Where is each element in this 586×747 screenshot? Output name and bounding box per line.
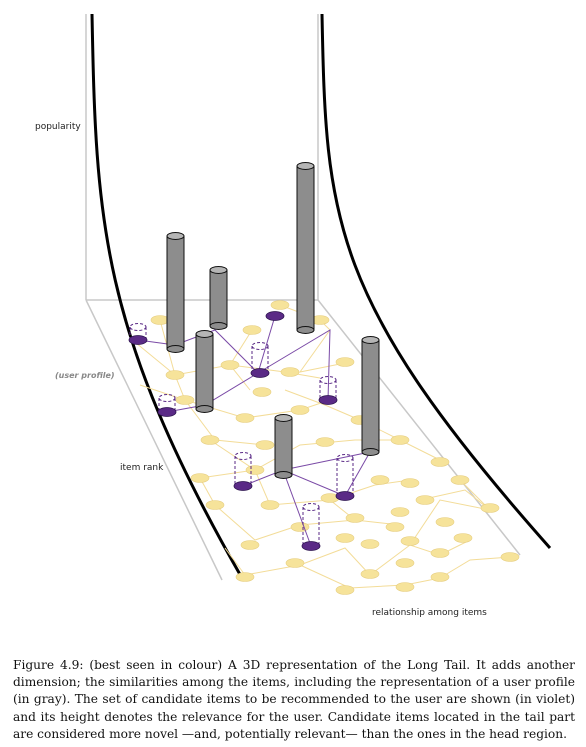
popularity-label: popularity	[35, 122, 81, 132]
profile-bar	[361, 336, 380, 456]
candidate-edges	[137, 315, 371, 547]
plane-outline	[85, 14, 521, 581]
profile-bar	[166, 232, 185, 353]
left-tail-curve	[90, 13, 244, 579]
profile-bar	[296, 162, 315, 334]
long-tail-3d-figure: popularity (user profile) item rank rela…	[35, 13, 552, 618]
candidate-items	[128, 311, 355, 551]
right-tail-curve	[320, 13, 552, 549]
tail-items	[150, 300, 520, 595]
profile-bar	[209, 266, 228, 330]
figure-caption: Figure 4.9: (best seen in colour) A 3D r…	[13, 658, 575, 741]
profile-bar	[274, 414, 293, 479]
item-rank-label: item rank	[120, 463, 164, 473]
user-profile-bars	[166, 162, 380, 479]
profile-bar	[195, 330, 214, 413]
user-profile-label: (user profile)	[55, 371, 115, 380]
relationship-label: relationship among items	[372, 608, 487, 618]
